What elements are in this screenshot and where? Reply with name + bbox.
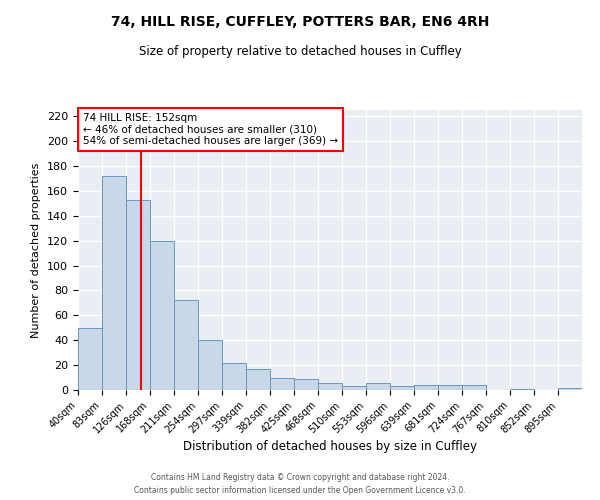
Bar — [318, 382, 342, 390]
Bar — [390, 386, 414, 390]
Bar — [78, 328, 102, 390]
Text: Contains public sector information licensed under the Open Government Licence v3: Contains public sector information licen… — [134, 486, 466, 495]
Bar — [510, 389, 534, 390]
Bar — [342, 386, 366, 390]
Text: Contains HM Land Registry data © Crown copyright and database right 2024.: Contains HM Land Registry data © Crown c… — [151, 472, 449, 482]
X-axis label: Distribution of detached houses by size in Cuffley: Distribution of detached houses by size … — [183, 440, 477, 453]
Text: 74 HILL RISE: 152sqm
← 46% of detached houses are smaller (310)
54% of semi-deta: 74 HILL RISE: 152sqm ← 46% of detached h… — [83, 113, 338, 146]
Bar — [558, 388, 582, 390]
Bar — [270, 378, 294, 390]
Y-axis label: Number of detached properties: Number of detached properties — [31, 162, 41, 338]
Bar — [126, 200, 150, 390]
Bar — [366, 382, 390, 390]
Text: 74, HILL RISE, CUFFLEY, POTTERS BAR, EN6 4RH: 74, HILL RISE, CUFFLEY, POTTERS BAR, EN6… — [111, 15, 489, 29]
Text: Size of property relative to detached houses in Cuffley: Size of property relative to detached ho… — [139, 45, 461, 58]
Bar — [294, 379, 318, 390]
Bar — [150, 240, 174, 390]
Bar — [174, 300, 198, 390]
Bar — [198, 340, 222, 390]
Bar — [414, 385, 438, 390]
Bar — [222, 362, 246, 390]
Bar — [246, 369, 270, 390]
Bar — [462, 385, 486, 390]
Bar — [102, 176, 126, 390]
Bar — [438, 385, 462, 390]
